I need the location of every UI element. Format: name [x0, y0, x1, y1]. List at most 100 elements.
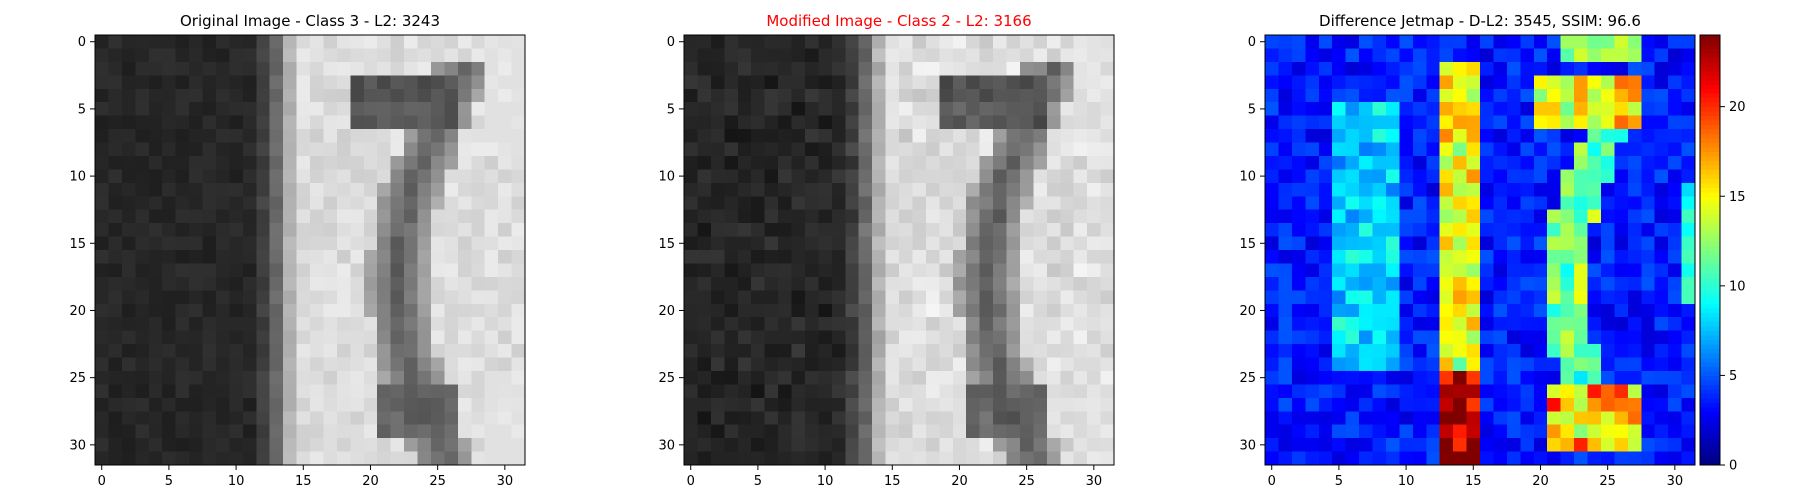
- heatmap-cell: [1547, 61, 1561, 76]
- heatmap-cell: [1087, 48, 1101, 63]
- heatmap-cell: [1412, 451, 1427, 466]
- heatmap-cell: [1019, 263, 1034, 278]
- heatmap-cell: [1006, 263, 1021, 278]
- heatmap-cell: [925, 384, 940, 399]
- heatmap-cell: [1681, 129, 1696, 143]
- heatmap-cell: [1033, 75, 1048, 90]
- heatmap-cell: [818, 357, 833, 372]
- heatmap-cell: [1681, 317, 1696, 331]
- heatmap-cell: [242, 223, 257, 237]
- heatmap-cell: [1587, 196, 1602, 210]
- heatmap-cell: [1359, 250, 1373, 264]
- heatmap-cell: [471, 142, 485, 157]
- heatmap-cell: [831, 370, 846, 385]
- heatmap-cell: [404, 142, 418, 157]
- heatmap-cell: [1060, 61, 1074, 76]
- heatmap-cell: [377, 115, 391, 130]
- heatmap-cell: [1332, 75, 1346, 90]
- heatmap-cell: [737, 236, 752, 251]
- heatmap-cell: [1439, 75, 1454, 90]
- heatmap-cell: [471, 115, 485, 130]
- heatmap-cell: [323, 61, 338, 76]
- heatmap-cell: [1412, 370, 1427, 385]
- heatmap-cell: [310, 424, 324, 439]
- colorbar-step: [1700, 447, 1720, 453]
- heatmap-cell: [858, 129, 873, 143]
- heatmap-cell: [1291, 209, 1306, 224]
- heatmap-cell: [189, 290, 203, 305]
- heatmap-cell: [498, 250, 512, 264]
- heatmap-cell: [417, 236, 432, 251]
- heatmap-cell: [323, 155, 338, 170]
- heatmap-cell: [1318, 236, 1333, 251]
- heatmap-cell: [242, 169, 257, 184]
- heatmap-cell: [1480, 370, 1494, 385]
- heatmap-cell: [95, 330, 109, 345]
- heatmap-cell: [229, 411, 244, 425]
- heatmap-cell: [1453, 61, 1467, 76]
- heatmap-cell: [737, 115, 752, 130]
- heatmap-cell: [296, 169, 311, 184]
- heatmap-cell: [925, 196, 940, 210]
- heatmap-cell: [430, 424, 445, 439]
- heatmap-cell: [952, 250, 967, 264]
- heatmap-cell: [1668, 35, 1682, 49]
- heatmap-cell: [737, 370, 752, 385]
- heatmap-cell: [831, 223, 846, 237]
- heatmap-cell: [121, 182, 136, 197]
- heatmap-cell: [1305, 451, 1320, 466]
- heatmap-cell: [1372, 384, 1387, 399]
- heatmap-cell: [1399, 115, 1414, 130]
- heatmap-cell: [1560, 263, 1575, 278]
- heatmap-cell: [697, 129, 712, 143]
- heatmap-cell: [697, 142, 712, 157]
- heatmap-cell: [885, 250, 900, 264]
- heatmap-cell: [1547, 169, 1561, 184]
- heatmap-cell: [1318, 182, 1333, 197]
- heatmap-cell: [323, 88, 338, 103]
- colorbar-step: [1700, 411, 1720, 417]
- heatmap-cell: [1587, 48, 1602, 63]
- heatmap-cell: [377, 75, 391, 90]
- heatmap-cell: [310, 155, 324, 170]
- heatmap-cell: [283, 276, 297, 291]
- heatmap-cell: [1668, 438, 1682, 452]
- heatmap-cell: [751, 155, 765, 170]
- heatmap-cell: [363, 290, 378, 305]
- heatmap-cell: [323, 223, 338, 237]
- y-tick-label: 5: [667, 102, 675, 117]
- heatmap-cell: [350, 344, 365, 358]
- heatmap-cell: [1493, 88, 1508, 103]
- heatmap-cell: [831, 411, 846, 425]
- heatmap-cell: [430, 102, 445, 116]
- heatmap-cell: [175, 102, 190, 116]
- heatmap-cell: [457, 223, 472, 237]
- heatmap-cell: [1073, 61, 1088, 76]
- heatmap-cell: [1318, 115, 1333, 130]
- heatmap-cell: [764, 451, 779, 466]
- heatmap-cell: [162, 424, 176, 439]
- heatmap-cell: [1305, 142, 1320, 157]
- heatmap-cell: [899, 370, 913, 385]
- heatmap-cell: [471, 330, 485, 345]
- heatmap-cell: [189, 223, 203, 237]
- heatmap-cell: [1547, 357, 1561, 372]
- heatmap-cell: [1345, 384, 1360, 399]
- heatmap-cell: [283, 196, 297, 210]
- heatmap-cell: [1087, 451, 1101, 466]
- heatmap-cell: [417, 330, 432, 345]
- heatmap-cell: [764, 196, 779, 210]
- heatmap-cell: [511, 169, 526, 184]
- heatmap-cell: [162, 182, 176, 197]
- heatmap-cell: [1560, 303, 1575, 318]
- heatmap-cell: [283, 129, 297, 143]
- heatmap-cell: [791, 182, 806, 197]
- heatmap-cell: [269, 48, 284, 63]
- heatmap-cell: [1291, 155, 1306, 170]
- heatmap-cell: [697, 102, 712, 116]
- heatmap-cell: [710, 169, 725, 184]
- heatmap-cell: [175, 397, 190, 412]
- heatmap-cell: [912, 263, 927, 278]
- heatmap-cell: [202, 384, 217, 399]
- heatmap-cell: [1426, 196, 1440, 210]
